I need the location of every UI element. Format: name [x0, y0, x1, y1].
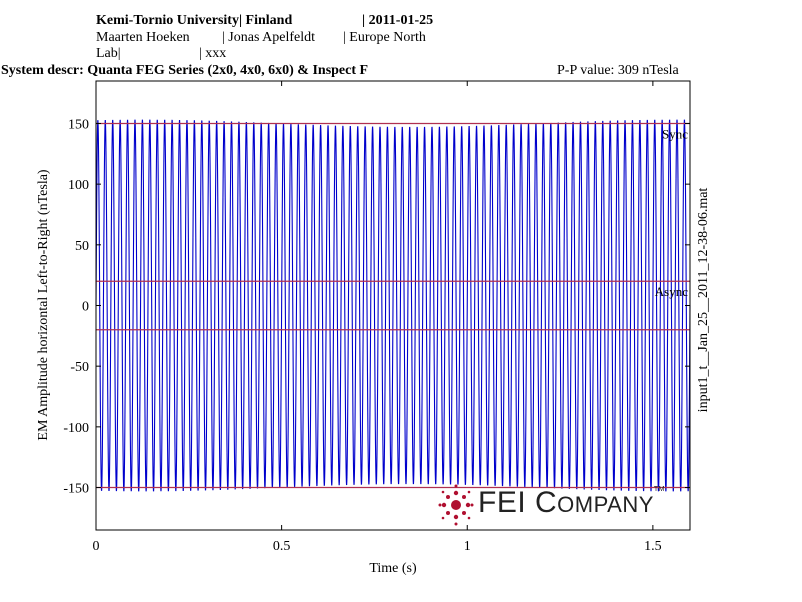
header-person1: Maarten Hoeken [96, 30, 190, 45]
y-tick-label: 100 [68, 178, 89, 193]
header-region: | Europe North [343, 30, 426, 45]
threshold-label-async: Async [655, 284, 688, 299]
y-axis-label: EM Amplitude horizontal Left-to-Right (n… [36, 169, 51, 441]
y-tick-label: -150 [63, 482, 89, 497]
header-date: | 2011-01-25 [362, 13, 434, 28]
right-file-label: input1_t__Jan_25__2011_12-38-06.mat [696, 188, 711, 413]
x-tick-label: 1.5 [644, 539, 662, 554]
fei-logo-tm: TM [653, 486, 665, 493]
y-tick-label: -50 [70, 360, 89, 375]
signal-line [95, 119, 691, 492]
header-lab: Lab| [96, 46, 121, 61]
y-tick-label: 150 [68, 117, 89, 132]
y-tick-label: 50 [75, 239, 89, 254]
x-tick-label: 0.5 [273, 539, 291, 554]
x-axis-label: Time (s) [369, 561, 417, 576]
header-university: Kemi-Tornio University| Finland [96, 13, 293, 28]
threshold-label-sync: Sync [662, 126, 688, 141]
x-tick-label: 0 [93, 539, 100, 554]
x-tick-label: 1 [464, 539, 471, 554]
fei-company-logo: FEI COMPANYTM [438, 484, 686, 526]
header-lab-value: | xxx [199, 46, 227, 61]
y-tick-label: -100 [63, 421, 89, 436]
fei-logo-main: FEI C [478, 486, 558, 519]
header-person2: | Jonas Apelfeldt [222, 30, 316, 45]
header-pp-value: P-P value: 309 nTesla [557, 63, 679, 78]
fei-logo-small: OMPANY [557, 492, 654, 517]
header-system-descr: System descr: Quanta FEG Series (2x0, 4x… [1, 63, 369, 78]
y-tick-label: 0 [82, 300, 89, 315]
fei-logo-icon [438, 484, 474, 526]
fei-logo-text: FEI COMPANYTM [478, 486, 665, 520]
